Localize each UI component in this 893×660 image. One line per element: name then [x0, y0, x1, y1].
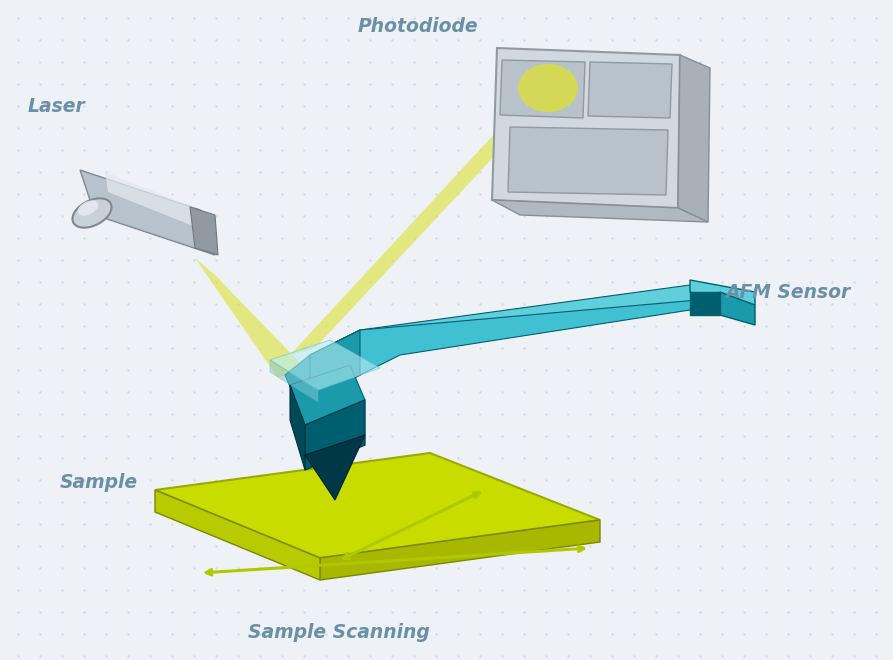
Polygon shape: [310, 285, 720, 390]
Polygon shape: [678, 55, 710, 222]
Text: AFM Sensor: AFM Sensor: [725, 283, 850, 302]
Polygon shape: [508, 127, 668, 195]
Text: Sample Scanning: Sample Scanning: [248, 623, 430, 642]
Text: Photodiode: Photodiode: [358, 17, 479, 36]
Polygon shape: [492, 200, 708, 222]
Polygon shape: [690, 292, 720, 315]
Polygon shape: [285, 355, 340, 440]
Polygon shape: [155, 490, 320, 580]
Polygon shape: [105, 172, 198, 228]
Polygon shape: [305, 400, 365, 470]
Polygon shape: [310, 330, 360, 390]
Polygon shape: [588, 62, 672, 118]
Polygon shape: [720, 292, 755, 325]
Polygon shape: [290, 118, 530, 355]
Text: Laser: Laser: [28, 97, 86, 116]
Polygon shape: [690, 280, 755, 305]
Polygon shape: [270, 360, 318, 402]
Polygon shape: [305, 435, 365, 500]
Polygon shape: [80, 170, 215, 255]
Polygon shape: [500, 60, 585, 118]
Polygon shape: [492, 48, 680, 208]
Ellipse shape: [518, 64, 578, 112]
Polygon shape: [190, 207, 218, 255]
Polygon shape: [270, 340, 380, 390]
Polygon shape: [195, 258, 305, 378]
Polygon shape: [310, 298, 720, 390]
Polygon shape: [290, 365, 365, 425]
Polygon shape: [155, 453, 600, 558]
Ellipse shape: [78, 201, 98, 216]
Ellipse shape: [72, 199, 112, 228]
Polygon shape: [320, 520, 600, 580]
Polygon shape: [290, 385, 305, 470]
Text: Sample: Sample: [60, 473, 138, 492]
